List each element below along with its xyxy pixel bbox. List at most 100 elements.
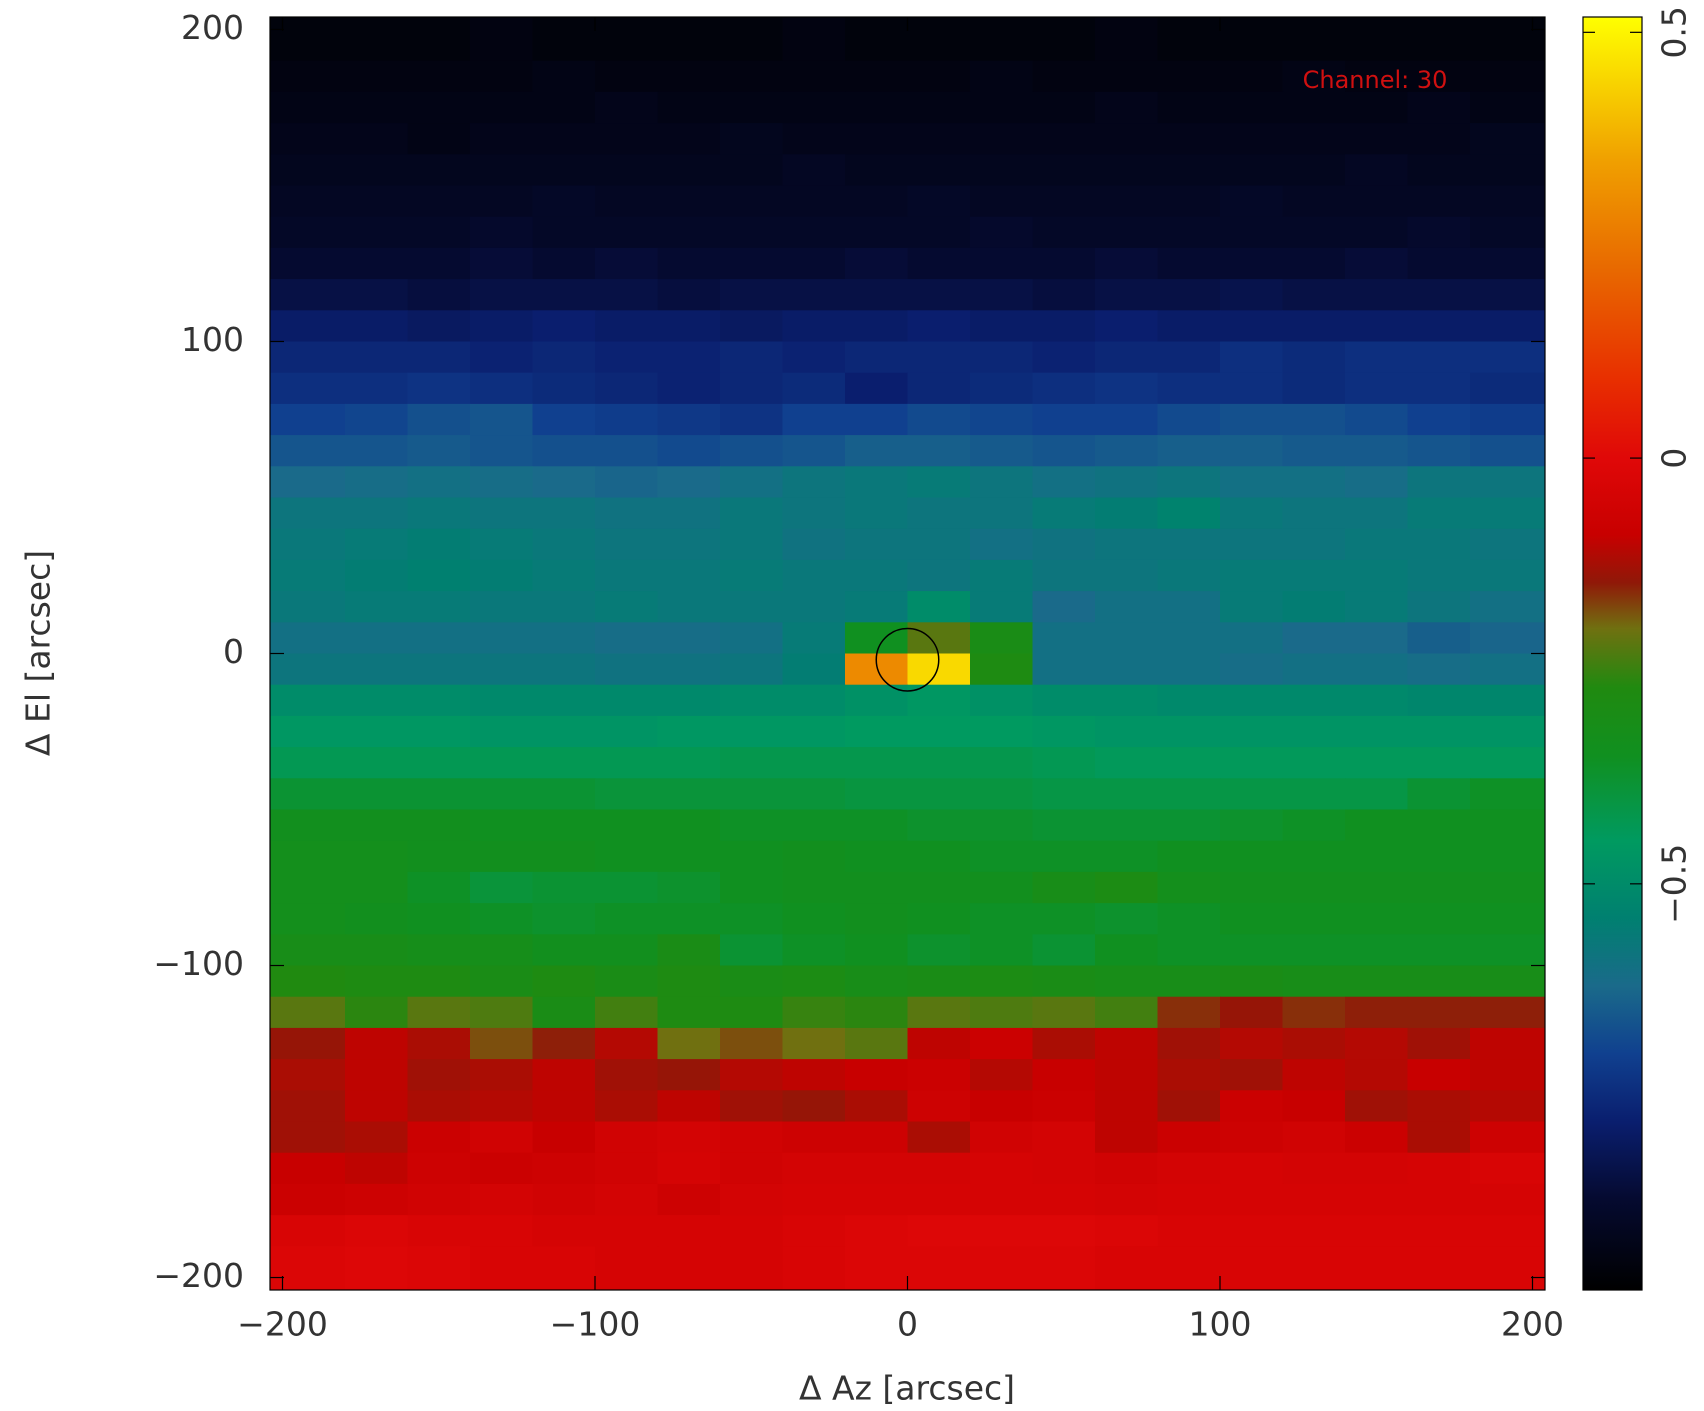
- heatmap-cell: [845, 1121, 909, 1154]
- heatmap-cell: [782, 279, 846, 311]
- x-tick-label: 100: [1189, 1305, 1252, 1344]
- heatmap-cell: [532, 216, 596, 249]
- heatmap-cell: [1345, 1152, 1409, 1185]
- heatmap-cell: [782, 310, 846, 343]
- heatmap-cell: [657, 747, 721, 779]
- heatmap-cell: [1220, 1059, 1284, 1091]
- heatmap-cell: [1095, 91, 1159, 124]
- heatmap-cell: [595, 1246, 659, 1290]
- heatmap-cell: [907, 903, 971, 935]
- heatmap-cell: [845, 809, 909, 842]
- heatmap-cell: [657, 871, 721, 904]
- heatmap-cell: [1095, 372, 1159, 405]
- heatmap-cell: [1157, 60, 1221, 93]
- heatmap-cell: [407, 1152, 471, 1185]
- heatmap-cell: [595, 1027, 659, 1060]
- heatmap-cell: [1157, 528, 1221, 561]
- heatmap-cell: [907, 310, 971, 343]
- heatmap-cell: [970, 1215, 1034, 1247]
- heatmap-cell: [1282, 60, 1346, 93]
- heatmap-cell: [720, 684, 784, 717]
- heatmap-cell: [470, 1215, 534, 1247]
- heatmap-cell: [270, 403, 346, 436]
- heatmap-cell: [1345, 622, 1409, 655]
- heatmap-cell: [345, 1121, 409, 1154]
- heatmap-cell: [845, 591, 909, 623]
- heatmap-cell: [970, 372, 1034, 405]
- x-tick-label: 0: [897, 1305, 918, 1344]
- heatmap-cell: [532, 1090, 596, 1123]
- heatmap-cell: [595, 778, 659, 811]
- heatmap-cell: [1282, 216, 1346, 249]
- heatmap-cell: [595, 185, 659, 218]
- heatmap-cell: [907, 1215, 971, 1247]
- heatmap-cell: [845, 747, 909, 779]
- heatmap-cell: [1407, 123, 1471, 155]
- heatmap-cell: [1095, 1152, 1159, 1185]
- heatmap-cell: [720, 1246, 784, 1290]
- heatmap-cell: [1095, 310, 1159, 343]
- heatmap-cell: [907, 778, 971, 811]
- heatmap-cell: [1032, 1215, 1096, 1247]
- heatmap-cell: [845, 1215, 909, 1247]
- heatmap-cell: [470, 497, 534, 530]
- heatmap-cell: [470, 871, 534, 904]
- heatmap-cell: [1032, 497, 1096, 530]
- heatmap-cell: [970, 154, 1034, 187]
- heatmap-cell: [407, 809, 471, 842]
- heatmap-cell: [470, 185, 534, 218]
- heatmap-cell: [270, 934, 346, 967]
- overlay: −200 −100 0 100 200 −200 −100 0 100 200: [153, 8, 1564, 1344]
- heatmap-cell: [845, 154, 909, 187]
- heatmap-cell: [1095, 216, 1159, 249]
- heatmap-cell: [845, 996, 909, 1029]
- heatmap-cell: [782, 1152, 846, 1185]
- heatmap-cell: [470, 123, 534, 155]
- heatmap-cell: [270, 778, 346, 811]
- heatmap-cell: [470, 1121, 534, 1154]
- heatmap-cell: [532, 747, 596, 779]
- heatmap-cell: [1095, 185, 1159, 218]
- heatmap-cell: [1407, 185, 1471, 218]
- heatmap-cell: [1220, 279, 1284, 311]
- heatmap-cell: [970, 871, 1034, 904]
- heatmap-cell: [907, 1059, 971, 1091]
- heatmap-cell: [1345, 591, 1409, 623]
- heatmap-cell: [532, 809, 596, 842]
- heatmap-cell: [657, 123, 721, 155]
- heatmap-cell: [1282, 1215, 1346, 1247]
- heatmap-cell: [1220, 154, 1284, 187]
- heatmap-cell: [1407, 622, 1471, 655]
- colorbar-tick-label: −0.5: [1655, 844, 1694, 924]
- heatmap-cell: [1470, 559, 1545, 592]
- heatmap-cell: [1157, 1183, 1221, 1216]
- heatmap-cell: [1095, 965, 1159, 998]
- heatmap-cell: [1282, 715, 1346, 748]
- heatmap-cell: [595, 341, 659, 374]
- heatmap-cell: [470, 60, 534, 93]
- heatmap-cell: [1345, 747, 1409, 779]
- heatmap-cell: [595, 934, 659, 967]
- heatmap-cell: [1345, 466, 1409, 499]
- heatmap-cell: [1157, 403, 1221, 436]
- heatmap-cell: [345, 934, 409, 967]
- heatmap-cell: [270, 310, 346, 343]
- heatmap-cell: [407, 1246, 471, 1290]
- heatmap-cell: [907, 1246, 971, 1290]
- heatmap-cell: [407, 91, 471, 124]
- heatmap-cell: [782, 91, 846, 124]
- heatmap-cell: [1032, 809, 1096, 842]
- heatmap-cell: [970, 965, 1034, 998]
- heatmap-cell: [270, 1059, 346, 1091]
- heatmap-cell: [1032, 747, 1096, 779]
- heatmap-cell: [595, 1152, 659, 1185]
- heatmap-cell: [470, 91, 534, 124]
- heatmap-cell: [1095, 1059, 1159, 1091]
- heatmap-cell: [1345, 528, 1409, 561]
- heatmap-cell: [1220, 185, 1284, 218]
- heatmap-cell: [1345, 1215, 1409, 1247]
- heatmap-cell: [782, 341, 846, 374]
- heatmap-cell: [720, 871, 784, 904]
- heatmap-cell: [1095, 497, 1159, 530]
